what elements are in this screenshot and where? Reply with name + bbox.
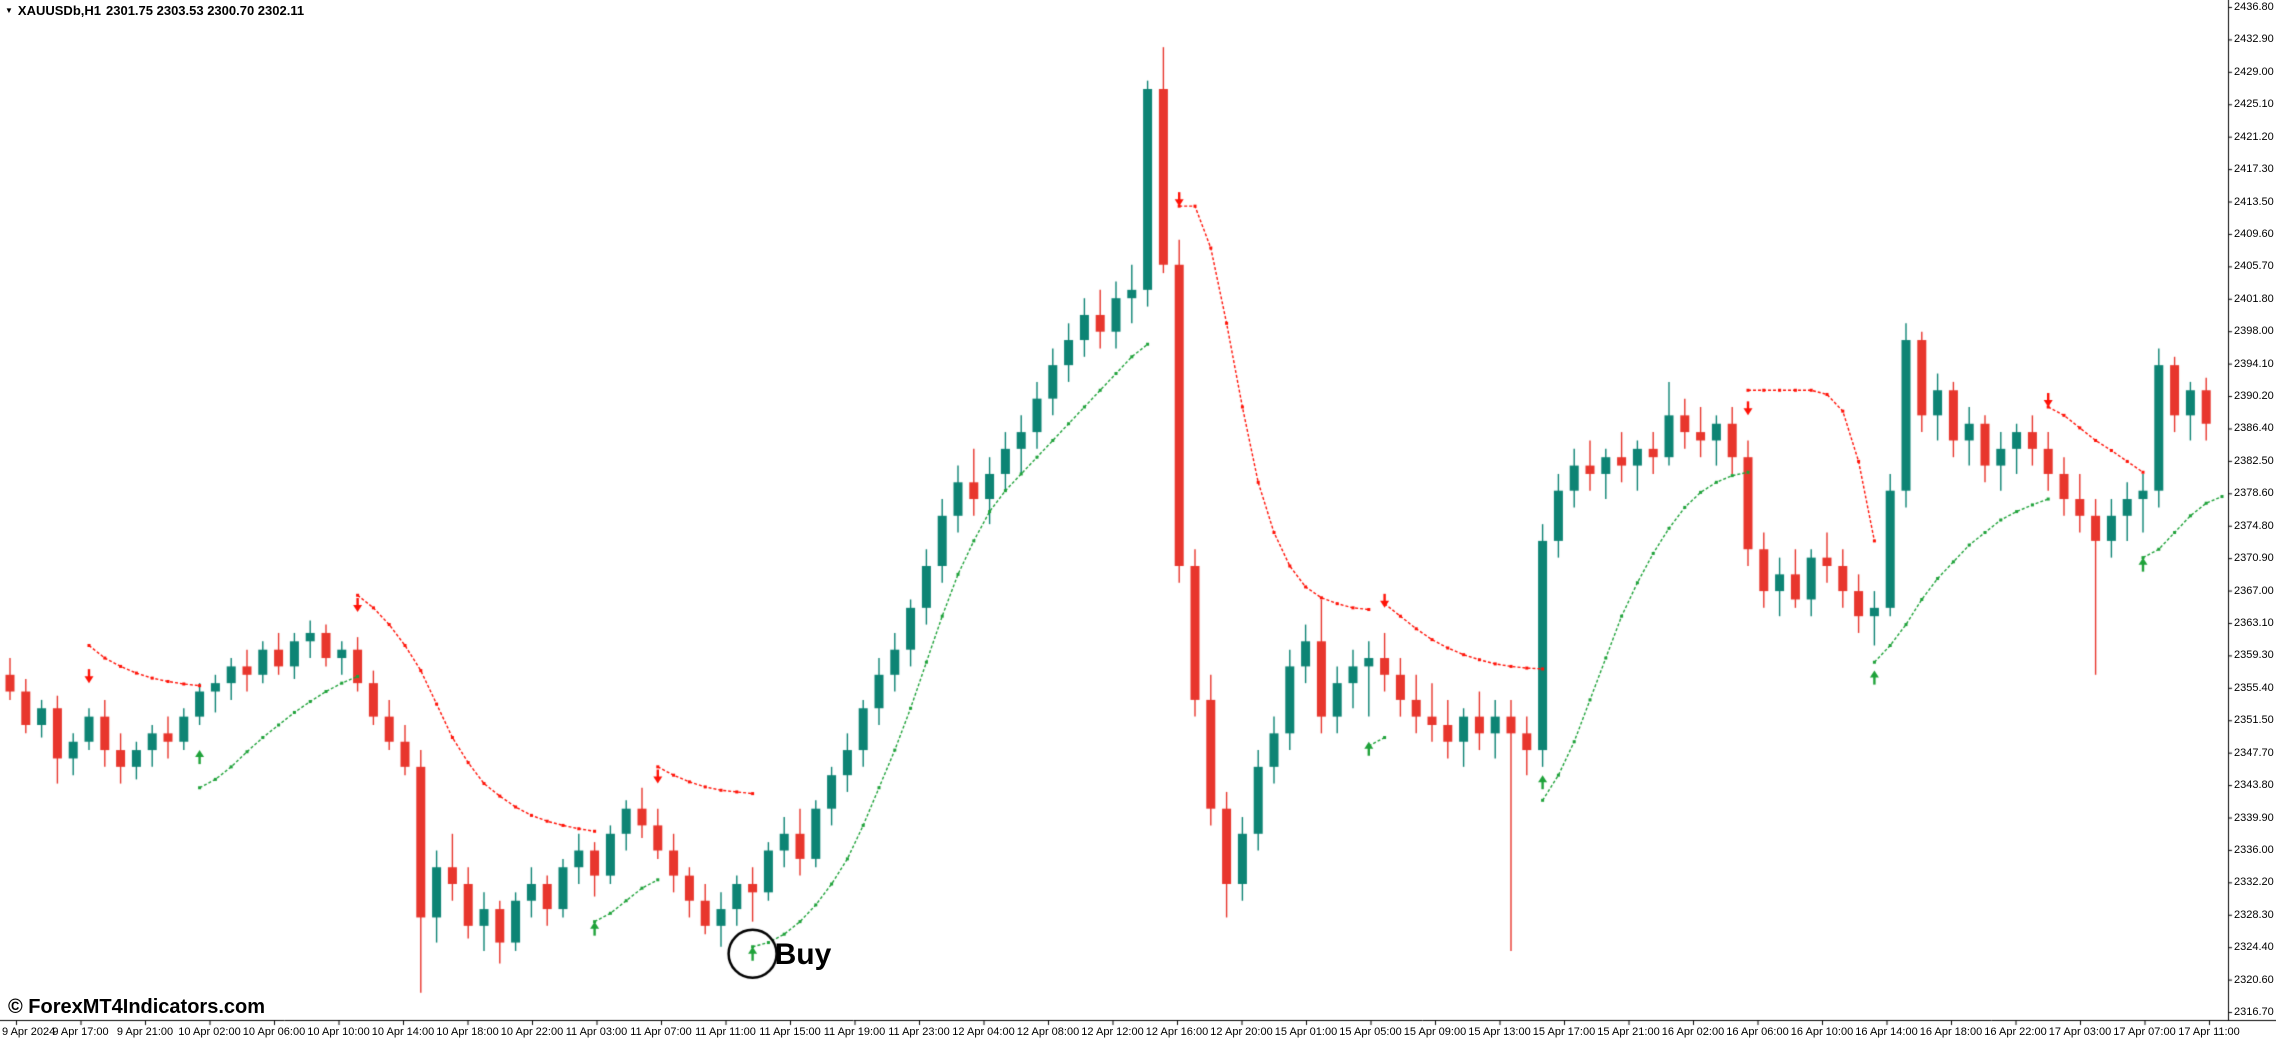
time-axis-label: 11 Apr 07:00 xyxy=(630,1026,692,1038)
time-axis-label: 16 Apr 22:00 xyxy=(1984,1026,2047,1038)
price-axis-label: 2394.10 xyxy=(2234,357,2274,370)
price-axis-label: 2324.40 xyxy=(2234,941,2274,954)
time-axis-label: 12 Apr 20:00 xyxy=(1210,1026,1273,1038)
time-axis-label: 10 Apr 22:00 xyxy=(500,1026,564,1038)
time-axis-label: 12 Apr 08:00 xyxy=(1016,1026,1080,1038)
time-axis-label: 17 Apr 07:00 xyxy=(2113,1026,2176,1038)
price-axis-label: 2339.90 xyxy=(2234,811,2274,824)
chart-title: ▼ XAUUSDb,H1 2301.75 2303.53 2300.70 230… xyxy=(5,3,304,18)
time-axis-label: 10 Apr 10:00 xyxy=(307,1026,370,1038)
time-axis-label: 10 Apr 14:00 xyxy=(371,1026,435,1038)
price-axis-label: 2429.00 xyxy=(2234,65,2274,78)
price-axis-label: 2359.30 xyxy=(2234,649,2274,662)
symbol-period-label: XAUUSDb,H1 xyxy=(17,3,101,18)
price-axis-label: 2332.20 xyxy=(2234,876,2274,889)
time-axis-label: 17 Apr 11:00 xyxy=(2178,1026,2240,1038)
time-axis-label: 16 Apr 18:00 xyxy=(1919,1026,1983,1038)
time-axis-label: 11 Apr 23:00 xyxy=(888,1026,950,1038)
time-axis-label: 15 Apr 01:00 xyxy=(1274,1026,1338,1038)
time-axis-label: 11 Apr 19:00 xyxy=(823,1026,886,1038)
price-axis-label: 2351.50 xyxy=(2234,714,2274,727)
price-axis-label: 2374.80 xyxy=(2234,519,2274,532)
price-axis-label: 2405.70 xyxy=(2234,260,2274,273)
price-axis-label: 2355.40 xyxy=(2234,681,2274,694)
time-axis-label: 16 Apr 06:00 xyxy=(1726,1026,1789,1038)
price-axis-label: 2425.10 xyxy=(2234,98,2274,111)
price-axis-label: 2336.00 xyxy=(2234,843,2274,856)
price-axis-label: 2343.80 xyxy=(2234,779,2274,792)
brand-watermark: © ForexMT4Indicators.com xyxy=(8,996,266,1018)
time-axis-label: 16 Apr 10:00 xyxy=(1790,1026,1854,1038)
time-axis-label: 10 Apr 06:00 xyxy=(242,1026,306,1038)
time-axis-label: 9 Apr 21:00 xyxy=(116,1026,174,1038)
price-axis-label: 2432.90 xyxy=(2234,33,2274,46)
price-axis-label: 2401.80 xyxy=(2234,292,2274,305)
price-axis-label: 2378.60 xyxy=(2234,487,2274,500)
price-axis-label: 2386.40 xyxy=(2234,422,2274,435)
time-axis-label: 12 Apr 12:00 xyxy=(1081,1026,1144,1038)
time-axis-label: 9 Apr 17:00 xyxy=(52,1026,109,1038)
time-axis-label: 16 Apr 02:00 xyxy=(1661,1026,1725,1038)
buy-annotation-label: Buy xyxy=(774,937,832,971)
time-axis-label: 12 Apr 16:00 xyxy=(1145,1026,1209,1038)
price-axis-label: 2370.90 xyxy=(2234,552,2274,565)
time-axis-label: 10 Apr 18:00 xyxy=(436,1026,499,1038)
time-axis-label: 15 Apr 13:00 xyxy=(1468,1026,1531,1038)
price-axis-label: 2382.50 xyxy=(2234,454,2274,467)
price-axis-label: 2417.30 xyxy=(2234,163,2274,176)
price-axis-label: 2347.70 xyxy=(2234,746,2274,759)
time-axis-label: 9 Apr 2024 xyxy=(2,1026,56,1038)
ohlc-readout: 2301.75 2303.53 2300.70 2302.11 xyxy=(106,3,305,18)
time-axis-label: 16 Apr 14:00 xyxy=(1855,1026,1918,1038)
chart-marker-icon: ▼ xyxy=(5,5,13,15)
price-axis-label: 2367.00 xyxy=(2234,584,2274,597)
time-axis-label: 10 Apr 02:00 xyxy=(178,1026,241,1038)
price-axis-label: 2398.00 xyxy=(2234,325,2274,338)
time-axis-label: 15 Apr 17:00 xyxy=(1532,1026,1596,1038)
time-axis-label: 12 Apr 04:00 xyxy=(952,1026,1015,1038)
price-axis-label: 2421.20 xyxy=(2234,130,2274,143)
time-axis-label: 15 Apr 09:00 xyxy=(1403,1026,1467,1038)
time-axis-label: 11 Apr 15:00 xyxy=(759,1026,821,1038)
time-axis-label: 15 Apr 05:00 xyxy=(1339,1026,1402,1038)
price-axis-label: 2363.10 xyxy=(2234,616,2274,629)
time-axis-label: 11 Apr 11:00 xyxy=(695,1026,756,1038)
time-axis-label: 17 Apr 03:00 xyxy=(2048,1026,2112,1038)
price-axis-label: 2413.50 xyxy=(2234,195,2274,208)
price-axis-label: 2436.80 xyxy=(2234,1,2274,13)
time-axis-label: 11 Apr 03:00 xyxy=(565,1026,628,1038)
price-axis-label: 2316.70 xyxy=(2234,1006,2274,1019)
price-axis-label: 2409.60 xyxy=(2234,227,2274,240)
price-axis-label: 2328.30 xyxy=(2234,908,2274,921)
price-axis-label: 2390.20 xyxy=(2234,390,2274,403)
price-axis-label: 2320.60 xyxy=(2234,973,2274,986)
time-axis-label: 15 Apr 21:00 xyxy=(1597,1026,1660,1038)
